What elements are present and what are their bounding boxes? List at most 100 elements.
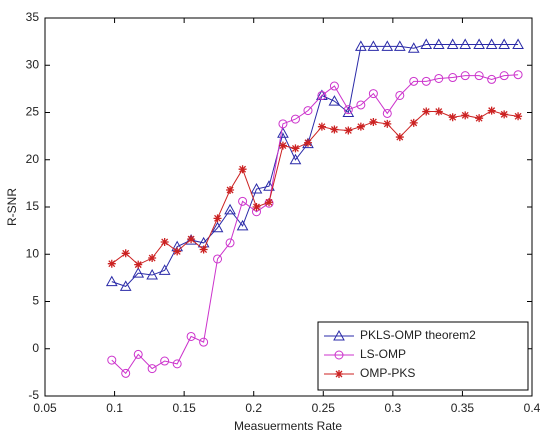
- marker: [290, 114, 300, 124]
- marker: [186, 331, 196, 341]
- marker: [395, 90, 405, 100]
- legend-label: LS-OMP: [360, 347, 406, 361]
- marker: [105, 275, 118, 287]
- marker: [329, 81, 339, 91]
- marker: [107, 355, 117, 365]
- y-tick-label: 15: [26, 199, 40, 213]
- marker: [409, 76, 419, 86]
- marker: [498, 38, 511, 49]
- x-tick-label: 0.4: [524, 401, 541, 415]
- marker: [513, 70, 523, 80]
- x-tick-label: 0.1: [106, 401, 123, 415]
- marker: [420, 38, 433, 49]
- marker: [409, 118, 418, 127]
- marker: [172, 359, 182, 369]
- y-tick-label: 10: [26, 246, 40, 260]
- marker: [356, 100, 366, 110]
- y-tick-label: 30: [26, 57, 40, 71]
- marker: [278, 119, 288, 129]
- marker: [263, 180, 275, 191]
- legend-box: [317, 321, 529, 391]
- marker: [213, 254, 223, 264]
- series-line: [111, 74, 519, 375]
- marker: [330, 125, 339, 134]
- y-tick-label: 0: [32, 341, 39, 355]
- marker: [225, 238, 235, 248]
- marker: [224, 203, 236, 215]
- marker: [512, 38, 524, 49]
- legend-marker: [333, 329, 345, 341]
- x-tick-label: 0.05: [33, 401, 57, 415]
- legend-label: PKLS-OMP theorem2: [360, 328, 476, 342]
- marker: [475, 114, 484, 123]
- marker: [317, 122, 326, 131]
- marker: [121, 368, 131, 378]
- marker: [158, 264, 171, 275]
- marker: [278, 141, 287, 150]
- marker: [160, 356, 170, 366]
- y-tick-label: -5: [28, 388, 39, 402]
- marker: [317, 90, 327, 100]
- y-tick-label: 35: [26, 10, 40, 24]
- y-axis-label: R-SNR: [5, 188, 19, 226]
- y-tick-label: 5: [32, 294, 39, 308]
- marker: [226, 185, 235, 194]
- marker: [500, 110, 509, 119]
- x-tick-label: 0.25: [312, 401, 336, 415]
- marker: [407, 42, 420, 53]
- marker: [487, 74, 497, 84]
- x-tick-label: 0.2: [245, 401, 262, 415]
- marker: [461, 111, 470, 120]
- marker: [487, 106, 496, 115]
- marker: [448, 113, 457, 122]
- marker: [187, 235, 196, 244]
- marker: [211, 221, 224, 233]
- marker: [343, 105, 353, 115]
- marker: [367, 40, 380, 51]
- marker: [147, 364, 157, 374]
- marker: [344, 126, 353, 135]
- marker: [395, 133, 404, 142]
- marker: [422, 107, 431, 116]
- marker: [119, 280, 132, 291]
- marker: [133, 349, 143, 359]
- marker: [421, 76, 431, 86]
- marker: [446, 38, 459, 49]
- marker: [121, 249, 130, 258]
- legend-marker: [335, 370, 343, 378]
- marker: [460, 71, 470, 81]
- marker: [381, 40, 394, 51]
- marker: [368, 89, 378, 99]
- marker: [355, 40, 367, 51]
- marker: [291, 144, 300, 153]
- legend-label: OMP-PKS: [360, 366, 415, 380]
- marker: [459, 38, 472, 49]
- x-tick-label: 0.35: [451, 401, 475, 415]
- marker: [432, 38, 445, 49]
- marker: [303, 106, 313, 116]
- marker: [448, 73, 458, 83]
- marker: [134, 260, 143, 269]
- x-tick-label: 0.15: [172, 401, 196, 415]
- marker: [383, 119, 392, 128]
- marker: [289, 153, 302, 165]
- marker: [328, 95, 341, 106]
- marker: [236, 219, 249, 231]
- marker: [499, 71, 509, 81]
- marker: [473, 38, 485, 49]
- marker: [107, 259, 116, 268]
- marker: [342, 106, 355, 117]
- marker: [238, 165, 247, 174]
- marker: [173, 247, 182, 256]
- marker: [250, 183, 263, 194]
- marker: [382, 108, 392, 118]
- marker: [474, 71, 484, 81]
- marker: [265, 198, 274, 207]
- x-axis-label: Measuerments Rate: [234, 419, 342, 433]
- marker: [199, 337, 209, 347]
- marker: [146, 269, 158, 280]
- marker: [393, 40, 406, 51]
- marker: [434, 73, 444, 83]
- y-tick-label: 25: [26, 105, 40, 119]
